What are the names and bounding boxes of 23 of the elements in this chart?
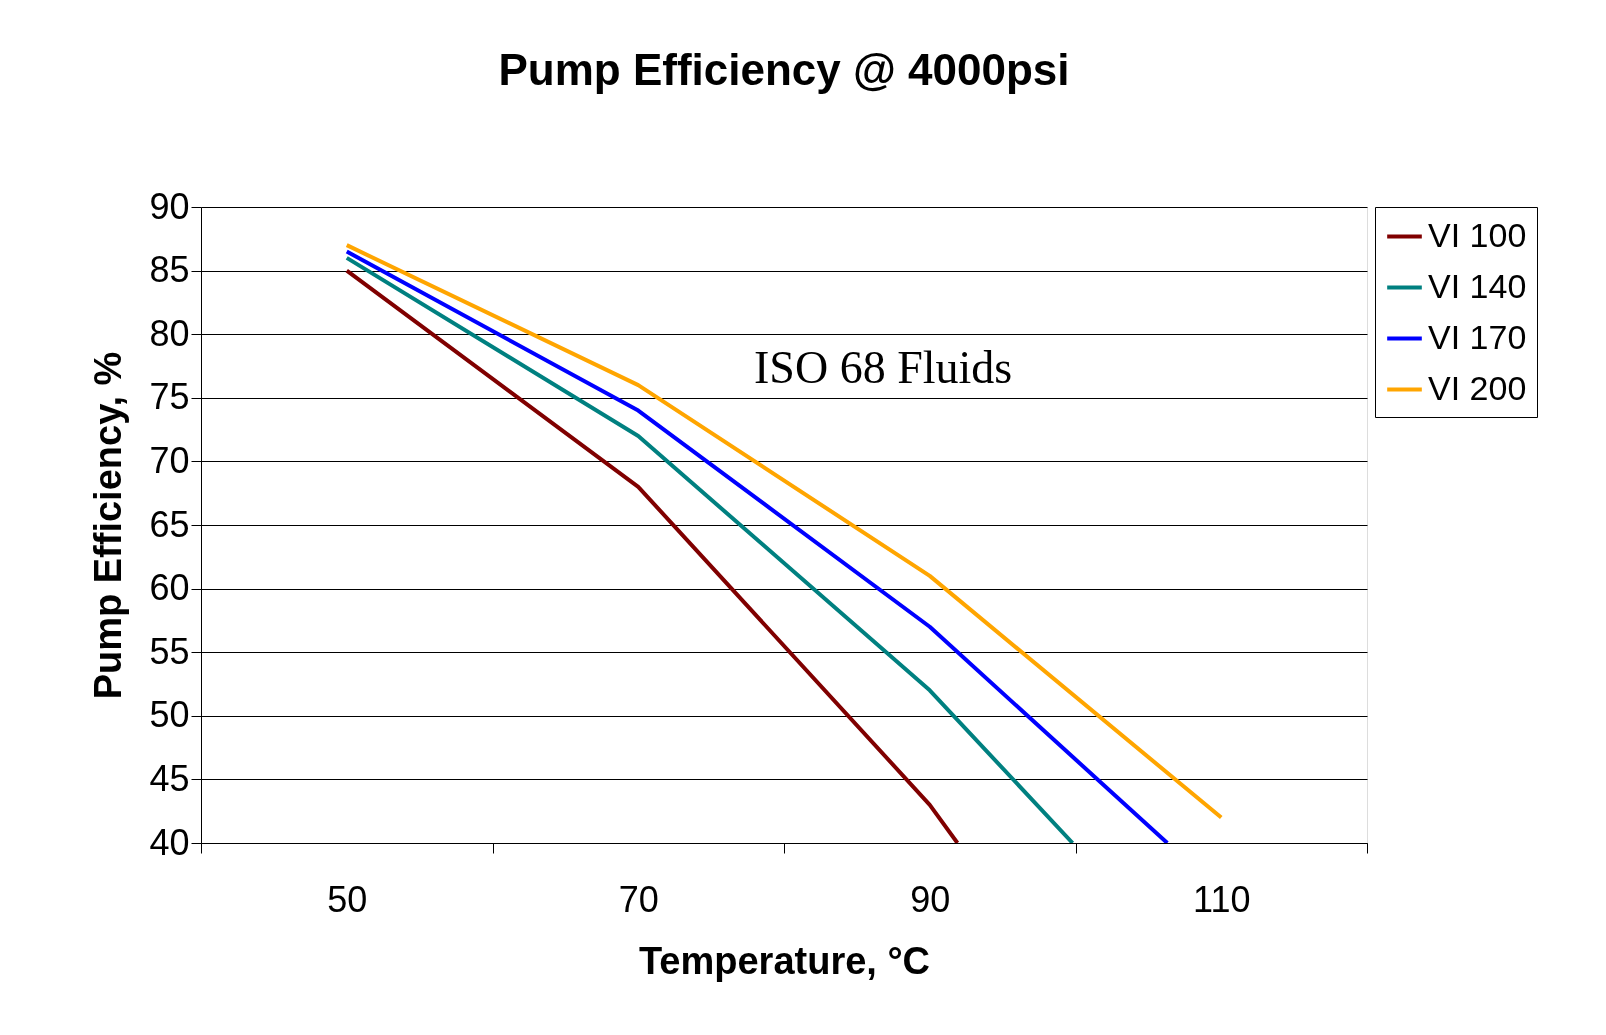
annotation: ISO 68 Fluids bbox=[754, 342, 1013, 394]
y-tick-label: 40 bbox=[149, 821, 190, 863]
x-tick-label: 70 bbox=[618, 878, 659, 920]
y-tick-label: 45 bbox=[149, 757, 190, 799]
legend-label: VI 100 bbox=[1428, 215, 1527, 254]
chart-title: Pump Efficiency @ 4000psi bbox=[498, 45, 1070, 94]
x-tick-label: 110 bbox=[1193, 878, 1251, 920]
y-tick-label: 90 bbox=[149, 185, 190, 227]
legend-label: VI 140 bbox=[1428, 266, 1527, 305]
y-tick-label: 55 bbox=[149, 630, 190, 672]
x-tick-label: 90 bbox=[910, 878, 951, 920]
y-tick-label: 60 bbox=[149, 567, 190, 609]
x-tick-label: 50 bbox=[327, 878, 368, 920]
y-tick-label: 65 bbox=[149, 503, 190, 545]
legend-label: VI 170 bbox=[1428, 317, 1527, 356]
y-tick-label: 80 bbox=[149, 312, 190, 354]
y-tick-label: 75 bbox=[149, 376, 190, 418]
y-tick-label: 70 bbox=[149, 439, 190, 481]
y-tick-label: 85 bbox=[149, 249, 190, 291]
legend-label: VI 200 bbox=[1428, 368, 1527, 407]
y-tick-label: 50 bbox=[149, 694, 190, 736]
x-axis-title: Temperature, °C bbox=[638, 939, 931, 982]
y-axis-title: Pump Efficiency, % bbox=[87, 351, 130, 700]
